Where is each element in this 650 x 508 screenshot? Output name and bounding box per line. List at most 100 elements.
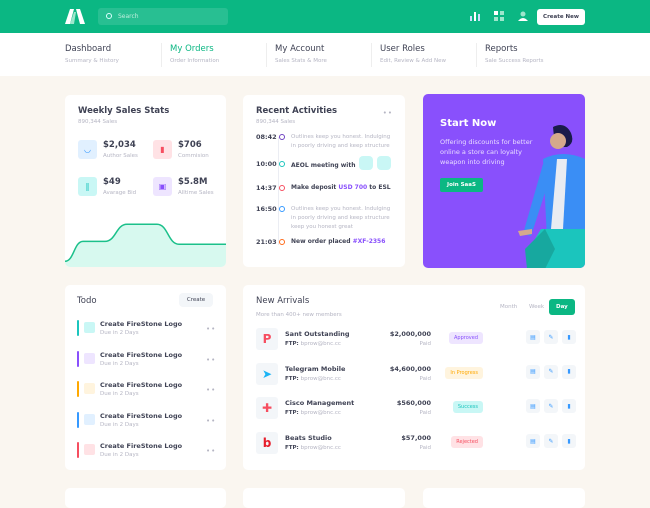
- delete-icon[interactable]: ▮: [562, 330, 576, 344]
- more-menu-icon[interactable]: ••: [206, 325, 217, 333]
- nav-item-3[interactable]: User Roles Edit, Review & Add New: [380, 44, 485, 64]
- activity-time: 14:37: [256, 184, 277, 192]
- recent-activities-card: Recent Activities 890,344 Sales •• 08:42…: [243, 95, 405, 267]
- nav-divider: [266, 43, 267, 67]
- todo-due: Due in 2 Days: [100, 330, 139, 336]
- tab-week[interactable]: Week: [529, 304, 545, 310]
- logo-icon[interactable]: [65, 9, 85, 24]
- nav-divider: [161, 43, 162, 67]
- delete-icon[interactable]: ▮: [562, 434, 576, 449]
- join-saas-button[interactable]: Join SaaS: [440, 178, 483, 192]
- row-name[interactable]: Telegram Mobile: [285, 364, 346, 373]
- activity-item: 21:03 New order placed #XF-2356: [256, 238, 385, 246]
- activity-highlight[interactable]: USD 700: [338, 184, 368, 191]
- stat-item: ▣ $5.8M Alltime Sales: [153, 177, 214, 196]
- card-title: New Arrivals: [256, 296, 310, 306]
- tab-month[interactable]: Month: [500, 304, 518, 310]
- todo-color-bar: [77, 411, 79, 428]
- edit-icon[interactable]: ✎: [544, 364, 558, 379]
- stat-label: Author Sales: [103, 153, 138, 159]
- activity-text: New order placed: [291, 238, 353, 245]
- more-menu-icon[interactable]: ••: [206, 355, 217, 364]
- todo-item[interactable]: Create FireStone Logo Due in 2 Days ••: [77, 350, 217, 369]
- nav-item-4[interactable]: Reports Sale Success Reports: [485, 44, 590, 64]
- todo-checkbox[interactable]: [84, 413, 95, 425]
- row-ftp: FTP: bprow@bnc.cc: [285, 445, 341, 452]
- nav-item-2[interactable]: My Account Sales Stats & More: [275, 44, 380, 64]
- view-icon[interactable]: ▤: [526, 399, 540, 414]
- chart-bar-icon[interactable]: [470, 11, 480, 21]
- delete-icon[interactable]: ▮: [562, 364, 576, 379]
- timeline-line: [278, 137, 279, 245]
- card-title: Recent Activities: [256, 106, 338, 116]
- nav-title: Reports: [485, 44, 518, 54]
- todo-title: Create FireStone Logo: [100, 320, 183, 328]
- edit-icon[interactable]: ✎: [544, 330, 558, 344]
- user-icon[interactable]: [518, 11, 528, 21]
- activity-text: AEOL meeting with: [291, 161, 356, 169]
- table-row: ➤ Telegram Mobile FTP: bprow@bnc.cc $4,6…: [256, 362, 576, 387]
- row-paid: Paid: [419, 410, 431, 417]
- view-icon[interactable]: ▤: [526, 434, 540, 449]
- todo-item[interactable]: Create FireStone Logo Due in 2 Days ••: [77, 442, 217, 460]
- activity-item: 08:42 Outlines keep you honest. Indulging…: [256, 133, 396, 151]
- row-name[interactable]: Beats Studio: [285, 434, 332, 443]
- view-icon[interactable]: ▤: [526, 330, 540, 344]
- chart-area: [65, 224, 226, 267]
- nav-item-0[interactable]: Dashboard Summary & History: [65, 44, 170, 64]
- timeline-dot-icon: [279, 239, 285, 245]
- nav-subtitle: Sale Success Reports: [485, 58, 544, 64]
- todo-item[interactable]: Create FireStone Logo Due in 2 Days ••: [77, 411, 217, 430]
- todo-item[interactable]: Create FireStone Logo Due in 2 Days ••: [77, 381, 217, 399]
- frame-icon: ▣: [153, 177, 172, 196]
- todo-create-button[interactable]: Create: [179, 293, 213, 307]
- create-new-button[interactable]: Create New: [537, 9, 585, 25]
- activity-highlight[interactable]: #XF-2356: [352, 238, 386, 245]
- more-menu-icon[interactable]: ••: [382, 109, 393, 117]
- card-title: Weekly Sales Stats: [78, 106, 170, 116]
- todo-checkbox[interactable]: [84, 352, 95, 364]
- nav-item-1[interactable]: My Orders Order Information: [170, 44, 275, 64]
- todo-color-bar: [77, 442, 79, 458]
- more-menu-icon[interactable]: ••: [206, 447, 217, 455]
- row-amount: $57,000: [401, 434, 431, 443]
- nav-title: User Roles: [380, 44, 425, 54]
- todo-color-bar: [77, 350, 79, 367]
- grid-icon[interactable]: [494, 11, 504, 21]
- more-menu-icon[interactable]: ••: [206, 416, 217, 425]
- bottom-card-2: [243, 488, 405, 508]
- edit-icon[interactable]: ✎: [544, 434, 558, 449]
- delete-icon[interactable]: ▮: [562, 399, 576, 414]
- activity-item: 16:50 Outlines keep you honest. Indulging…: [256, 205, 396, 232]
- chart-line: [65, 223, 226, 263]
- stat-label: Commision: [178, 153, 209, 159]
- todo-checkbox[interactable]: [84, 383, 95, 394]
- promo-title: Start Now: [440, 118, 497, 129]
- table-row: b Beats Studio FTP: bprow@bnc.cc $57,000…: [256, 432, 576, 456]
- basket-icon: ◡: [78, 140, 97, 159]
- stat-item: ◡ $2,034 Author Sales: [78, 140, 138, 159]
- todo-due: Due in 2 Days: [100, 391, 139, 397]
- stat-value: $706: [178, 140, 202, 150]
- nav-title: My Account: [275, 44, 325, 54]
- row-name[interactable]: Sant Outstanding: [285, 330, 350, 338]
- more-menu-icon[interactable]: ••: [206, 386, 217, 394]
- avatar[interactable]: [359, 156, 374, 170]
- todo-checkbox[interactable]: [84, 444, 95, 455]
- status-badge: Approved: [449, 332, 483, 344]
- view-icon[interactable]: ▤: [526, 364, 540, 379]
- search-input[interactable]: Search: [98, 8, 228, 25]
- avatar[interactable]: [377, 156, 392, 170]
- row-name[interactable]: Cisco Management: [285, 399, 355, 408]
- todo-item[interactable]: Create FireStone Logo Due in 2 Days ••: [77, 320, 217, 338]
- todo-title: Create FireStone Logo: [100, 411, 183, 420]
- nav-subtitle: Summary & History: [65, 58, 119, 64]
- stat-value: $5.8M: [178, 177, 208, 187]
- chart-icon: ▮: [153, 140, 172, 159]
- todo-checkbox[interactable]: [84, 322, 95, 333]
- edit-icon[interactable]: ✎: [544, 399, 558, 414]
- row-amount: $4,600,000: [389, 364, 431, 373]
- tab-day[interactable]: Day: [549, 299, 575, 315]
- activity-item: 14:37 Make deposit USD 700 to ESL: [256, 184, 391, 192]
- promo-text: Offering discounts for better online a s…: [440, 138, 533, 166]
